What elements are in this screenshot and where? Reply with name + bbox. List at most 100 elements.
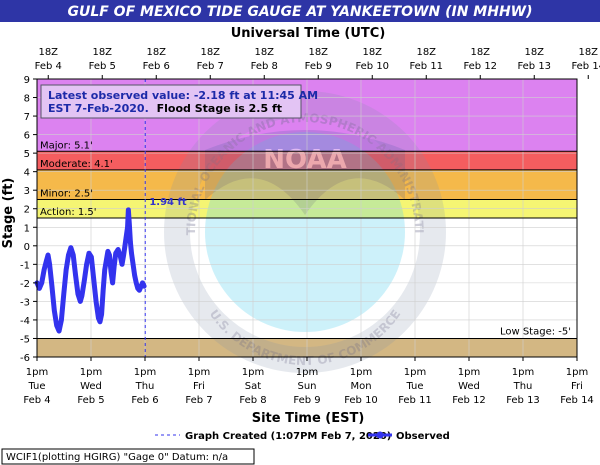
bottom-tick-time: 1pm [296,367,318,378]
top-tick-date: Feb 12 [463,61,497,72]
legend-created-label: Graph Created (1:07PM Feb 7, 2020) [185,431,391,442]
bottom-tick-day: Tue [27,381,45,392]
top-tick-date: Feb 10 [355,61,389,72]
observed-point [126,207,131,213]
bottom-tick-time: 1pm [134,367,156,378]
observed-point [63,267,69,273]
y-tick-label: 5 [24,149,30,160]
observed-point [86,251,92,256]
watermark-ring [164,91,446,373]
observed-point [37,286,42,291]
observed-point [137,288,142,293]
observed-point [129,251,134,256]
observed-point [140,280,145,286]
observed-point [78,299,83,304]
top-tick-date: Feb 13 [517,61,551,72]
observed-point [61,291,66,297]
observed-point [54,323,59,328]
bottom-tick-date: Feb 7 [185,395,212,406]
bottom-tick-time: 1pm [188,367,210,378]
observed-point [91,276,96,282]
y-tick-label: 7 [24,112,30,123]
legend-observed-marker [376,431,384,439]
bottom-tick-date: Feb 12 [452,395,486,406]
observed-point [71,252,76,258]
bottom-tick-date: Feb 5 [77,395,104,406]
observed-point [104,258,109,263]
bottom-tick-time: 1pm [512,367,534,378]
observed-point [130,262,136,267]
top-tick-time: 18Z [254,47,274,58]
observed-point [121,252,126,258]
observed-point [108,269,114,274]
top-tick-time: 18Z [308,47,328,58]
y-tick-label: -2 [20,279,30,290]
observed-point [44,258,49,263]
y-tick-label: 9 [24,75,30,86]
observed-point [105,249,111,254]
bottom-tick-time: 1pm [26,367,48,378]
title-bar [0,0,600,22]
observed-point [47,262,52,267]
info-box-frame [40,84,302,119]
observed-point [82,278,87,284]
peak-label: 1.94 ft [149,197,187,208]
top-tick-date: Feb 11 [409,61,443,72]
y-tick-label: 6 [24,131,30,142]
chart-title: GULF OF MEXICO TIDE GAUGE AT YANKEETOWN … [67,4,532,20]
y-tick-label: 1 [24,223,30,234]
info-box-line2: EST 7-Feb-2020. Flood Stage is 2.5 ft [48,102,282,115]
y-axis: -6 -5 -4 -3 -2 -1 0 1 2 3 4 5 6 7 8 9 [20,75,37,364]
bottom-tick-time: 1pm [80,367,102,378]
series-layer: 1.94 ft [34,79,187,357]
observed-point [127,221,132,226]
observed-point [56,328,62,334]
y-tick-label: -1 [20,260,30,271]
stage-label-action: Action: 1.5' [40,207,97,218]
bottom-tick-date: Feb 8 [239,395,266,406]
bottom-tick-day: Wed [458,381,480,392]
bottom-tick-day: Sat [245,381,261,392]
bottom-tick-date: Feb 10 [344,395,378,406]
observed-point [66,252,71,258]
observed-point [125,225,130,230]
top-tick-time: 18Z [92,47,112,58]
top-tick-date: Feb 8 [251,61,278,72]
top-tick-time: 18Z [416,47,436,58]
bottom-tick-day: Tue [405,381,423,392]
observed-point [45,252,51,258]
observed-point [73,273,78,278]
footer-box [1,448,255,465]
info-box-flood-stage: Flood Stage is 2.5 ft [157,102,282,115]
info-box-line1: Latest observed value: -2.18 ft at 11:45… [48,89,318,102]
observed-point [111,263,117,269]
stage-label-moderate: Moderate: 4.1' [40,159,113,170]
bottom-tick-date: Feb 9 [293,395,320,406]
observed-point [110,280,115,286]
observed-point [134,280,139,286]
stage-label-minor: Minor: 2.5' [40,188,93,199]
observed-point [93,299,99,304]
top-tick-time: 18Z [146,47,166,58]
y-tick-label: 2 [24,205,30,216]
observed-point [68,245,74,250]
observed-point [132,273,137,278]
observed-point [119,262,125,267]
observed-point [97,319,103,324]
top-tick-time: 18Z [38,47,58,58]
stage-label-low: Low Stage: -5' [500,326,571,337]
observed-point [49,284,55,289]
bottom-tick-day: Fri [193,381,205,392]
bottom-tick-day: Wed [80,381,102,392]
top-axis: 18Z Feb 4 18Z Feb 5 18Z Feb 6 18Z Feb 7 18Z Feb 8… [35,47,600,79]
bottom-tick-time: 1pm [350,367,372,378]
y-axis-title: Stage (ft) [1,178,16,249]
bottom-tick-time: 1pm [566,367,588,378]
footer-text: WCIF1(plotting HGIRG) "Gage 0" Datum: n/… [6,452,228,463]
top-tick-time: 18Z [524,47,544,58]
bottom-tick-day: Mon [350,381,371,392]
y-tick-label: 3 [24,186,30,197]
bottom-tick-time: 1pm [242,367,264,378]
observed-point [115,247,121,252]
